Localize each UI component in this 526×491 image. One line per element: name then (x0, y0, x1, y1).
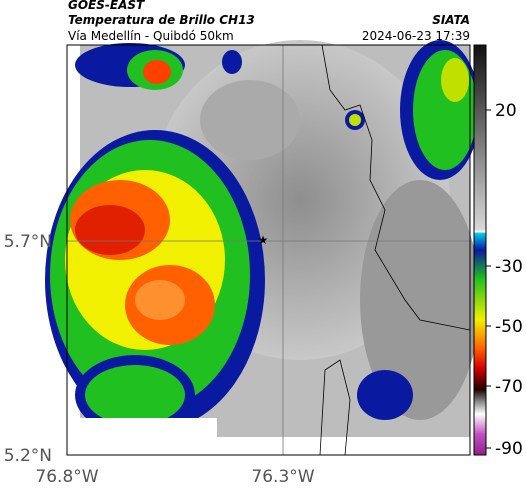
credit: SIATA (432, 13, 470, 27)
colorbar-label: -90 (495, 439, 523, 459)
source: GOES-EAST (68, 0, 145, 12)
lon-label: 76.8°W (35, 467, 98, 487)
colorbar-label: -30 (495, 257, 523, 277)
subtitle: Vía Medellín - Quibdó 50km (68, 29, 234, 43)
colorbar (473, 44, 487, 456)
lon-label: 76.3°W (251, 467, 314, 487)
colorbar-label: -70 (495, 377, 523, 397)
lat-label: 5.2°N (4, 446, 52, 466)
map-image: ★ (45, 40, 480, 456)
title: Temperatura de Brillo CH13 (68, 13, 255, 27)
timestamp: 2024-06-23 17:39 (362, 29, 470, 43)
svg-text:★: ★ (258, 233, 269, 247)
colorbar-label: -50 (495, 317, 523, 337)
colorbar-label: 20 (495, 101, 517, 121)
lat-label: 5.7°N (4, 232, 52, 252)
